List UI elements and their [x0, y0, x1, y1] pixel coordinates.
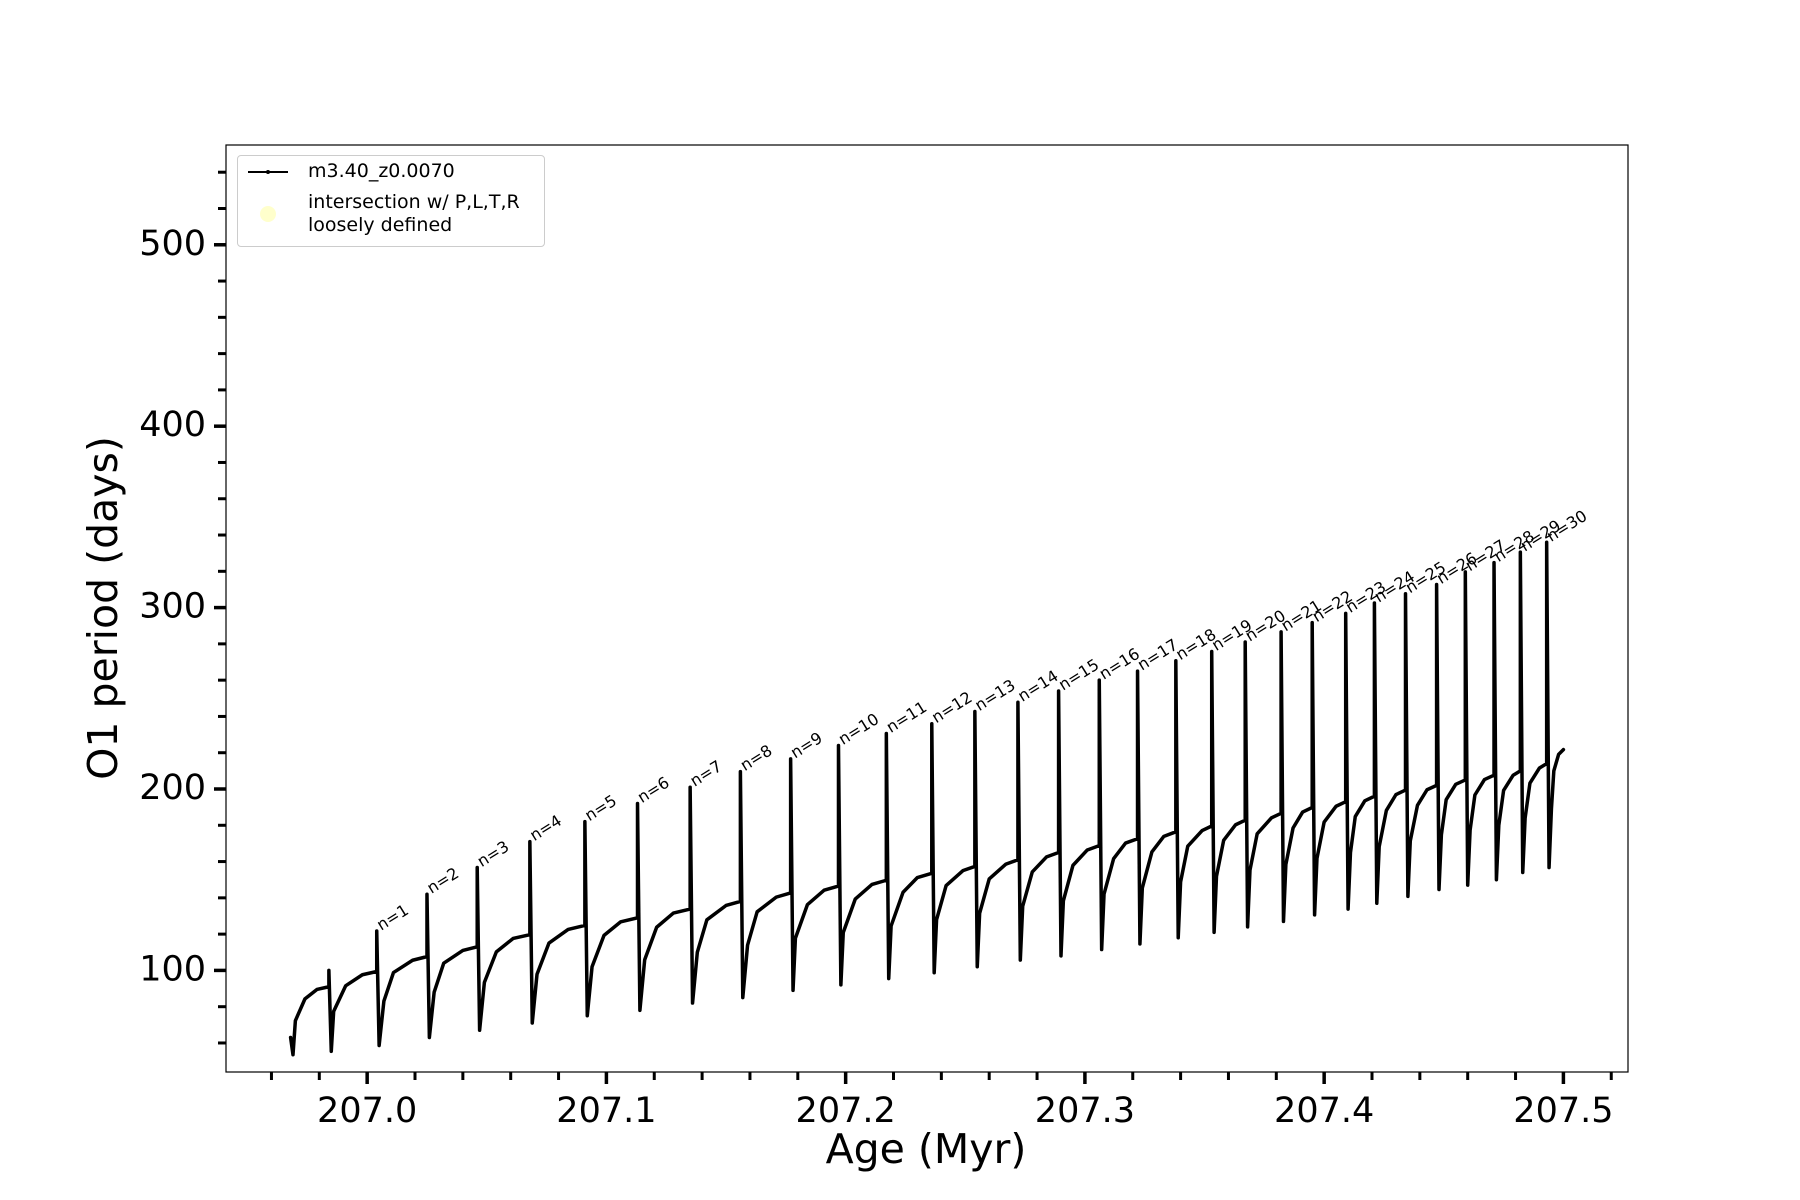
- y-tick-label: 100: [139, 949, 206, 989]
- legend: m3.40_z0.0070 intersection w/ P,L,T,R loo…: [237, 155, 545, 247]
- x-tick-label: 207.1: [556, 1091, 656, 1131]
- x-tick-label: 207.0: [317, 1091, 417, 1131]
- legend-marker: [260, 206, 276, 222]
- legend-swatch: [260, 206, 276, 222]
- x-tick-label: 207.3: [1035, 1091, 1135, 1131]
- annotation: n=4: [526, 811, 565, 845]
- legend-entry: intersection w/ P,L,T,R loosely defined: [246, 191, 520, 237]
- annotation: n=2: [423, 863, 462, 897]
- x-axis-label: Age (Myr): [826, 1125, 1027, 1173]
- annotation: n=6: [634, 773, 673, 807]
- annotation: n=11: [883, 697, 930, 736]
- y-axis-label: O1 period (days): [79, 436, 127, 780]
- annotation: n=1: [373, 900, 412, 934]
- annotation: n=5: [581, 791, 620, 825]
- x-tick-label: 207.5: [1513, 1091, 1613, 1131]
- legend-entry: m3.40_z0.0070: [246, 160, 455, 183]
- legend-label: intersection w/ P,L,T,R loosely defined: [308, 191, 520, 236]
- y-tick-label: 500: [139, 224, 206, 264]
- legend-swatch: [248, 169, 288, 174]
- annotation: n=15: [1055, 655, 1102, 694]
- legend-label: m3.40_z0.0070: [308, 160, 455, 182]
- y-tick-label: 200: [139, 768, 206, 808]
- x-tick-label: 207.2: [796, 1091, 896, 1131]
- y-tick-label: 300: [139, 587, 206, 627]
- plot-frame: [225, 144, 1629, 1073]
- y-tick-label: 400: [139, 405, 206, 445]
- annotation: n=30: [1543, 506, 1590, 545]
- annotation: n=7: [687, 756, 726, 790]
- annotation: n=12: [928, 688, 975, 727]
- annotation: n=10: [835, 709, 882, 748]
- series-line: [288, 540, 1566, 1057]
- annotation: n=9: [787, 728, 826, 762]
- annotation: n=8: [737, 741, 776, 775]
- x-tick-label: 207.4: [1274, 1091, 1374, 1131]
- annotation: n=3: [474, 837, 513, 871]
- legend-marker: [266, 169, 270, 174]
- annotation: n=14: [1014, 666, 1061, 705]
- annotation: n=13: [971, 675, 1018, 714]
